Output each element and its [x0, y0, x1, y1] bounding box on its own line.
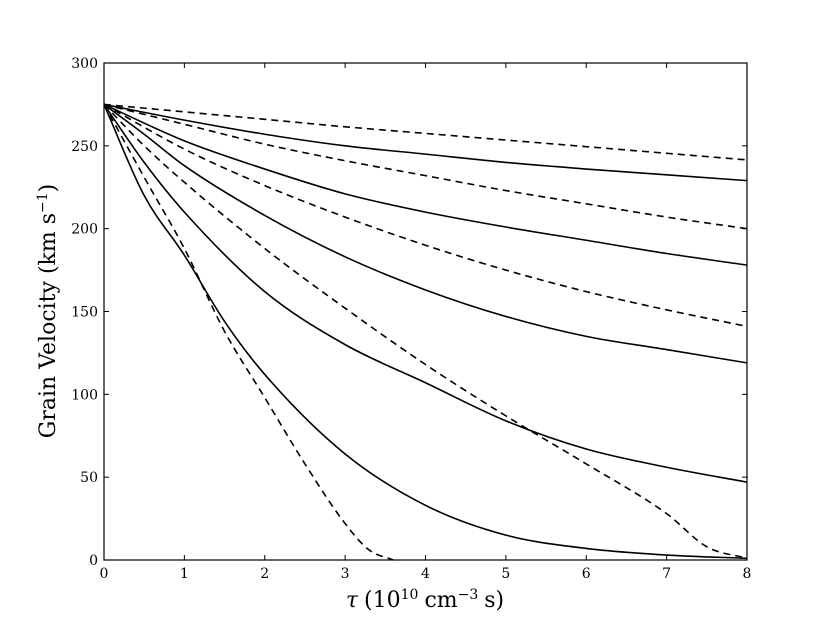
- x-axis-label: τ (1010 cm−3 s): [346, 587, 504, 613]
- series-line-5-dashed: [103, 103, 748, 328]
- x-axis-symbol: τ: [346, 588, 359, 613]
- series-line-7-dashed: [103, 103, 748, 560]
- x-tick-label: 5: [501, 566, 510, 582]
- y-axis-label-close: ): [36, 184, 61, 193]
- series-layer: [103, 103, 748, 561]
- x-tick-label: 3: [341, 566, 350, 582]
- x-tick-label: 7: [662, 566, 671, 582]
- y-axis-label: Grain Velocity (km s−1): [35, 184, 61, 439]
- x-axis-base-exp: 10: [401, 587, 419, 603]
- series-line-8-solid: [103, 103, 748, 483]
- x-tick-label: 1: [180, 566, 189, 582]
- x-axis-paren: (: [364, 588, 373, 613]
- series-line-10-dashed: [103, 104, 394, 561]
- y-axis-label-exp: −1: [35, 192, 51, 213]
- x-tick-label: 4: [421, 566, 430, 582]
- x-axis-suffix: s): [484, 588, 504, 613]
- y-tick-label: 200: [71, 222, 98, 238]
- series-line-1-dashed: [103, 103, 748, 161]
- y-tick-label: 100: [71, 387, 98, 403]
- series-line-4-solid: [103, 103, 748, 266]
- series-line-6-solid: [103, 103, 748, 364]
- y-tick-label: 300: [71, 56, 98, 72]
- x-tick-label: 6: [582, 566, 591, 582]
- x-axis-unit: cm: [424, 588, 457, 613]
- plot-frame: [103, 62, 748, 561]
- y-tick-label: 150: [71, 305, 98, 321]
- x-tick-label: 2: [260, 566, 269, 582]
- y-tick-label: 0: [89, 553, 98, 569]
- series-line-9-solid: [103, 104, 748, 560]
- x-axis-base: 10: [373, 588, 401, 613]
- ticks-layer: 0 1 2 3 4 5 6 7 8 0 50 100 150 200 250 300: [71, 56, 751, 582]
- series-line-3-dashed: [103, 103, 748, 230]
- x-tick-label: 0: [100, 566, 109, 582]
- x-axis-unit-exp: −3: [458, 587, 479, 603]
- x-tick-label: 8: [743, 566, 752, 582]
- y-tick-label: 250: [71, 139, 98, 155]
- series-line-2-solid: [103, 103, 748, 182]
- y-tick-label: 50: [80, 470, 98, 486]
- y-axis-label-main: Grain Velocity (km s: [36, 213, 61, 438]
